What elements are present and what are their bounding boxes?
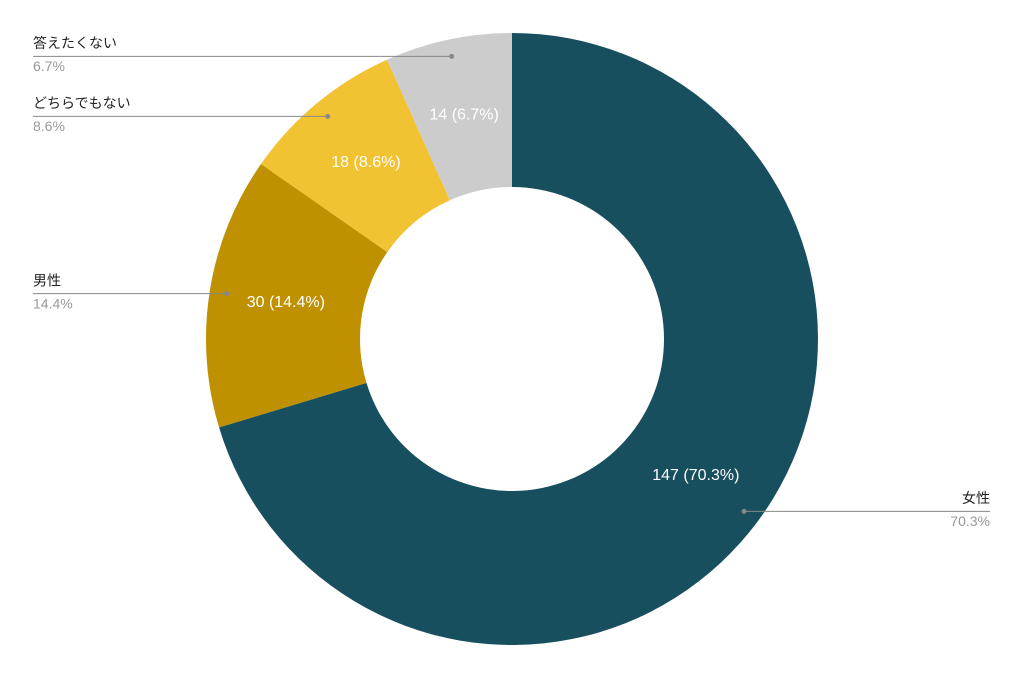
slice-label: 14 (6.7%) <box>429 106 498 123</box>
leader-dot <box>741 508 747 514</box>
leader-dot <box>224 291 230 297</box>
slice-label: 18 (8.6%) <box>331 154 400 171</box>
slice-label: 147 (70.3%) <box>652 467 739 484</box>
legend-percent: 70.3% <box>950 513 990 529</box>
legend-percent: 6.7% <box>33 58 65 74</box>
donut-slice <box>260 59 450 253</box>
donut-slice <box>219 33 818 645</box>
legend-name: 女性 <box>962 490 990 506</box>
legend-name: 男性 <box>33 272 61 288</box>
leader-dot <box>449 53 455 59</box>
legend-percent: 14.4% <box>33 295 73 311</box>
legend-name: どちらでもない <box>33 95 131 111</box>
leader-dot <box>325 113 331 119</box>
legend-percent: 8.6% <box>33 118 65 134</box>
legend-name: 答えたくない <box>33 35 117 51</box>
donut-slice <box>386 33 512 201</box>
donut-slice <box>206 164 388 428</box>
slice-label: 30 (14.4%) <box>247 294 325 311</box>
